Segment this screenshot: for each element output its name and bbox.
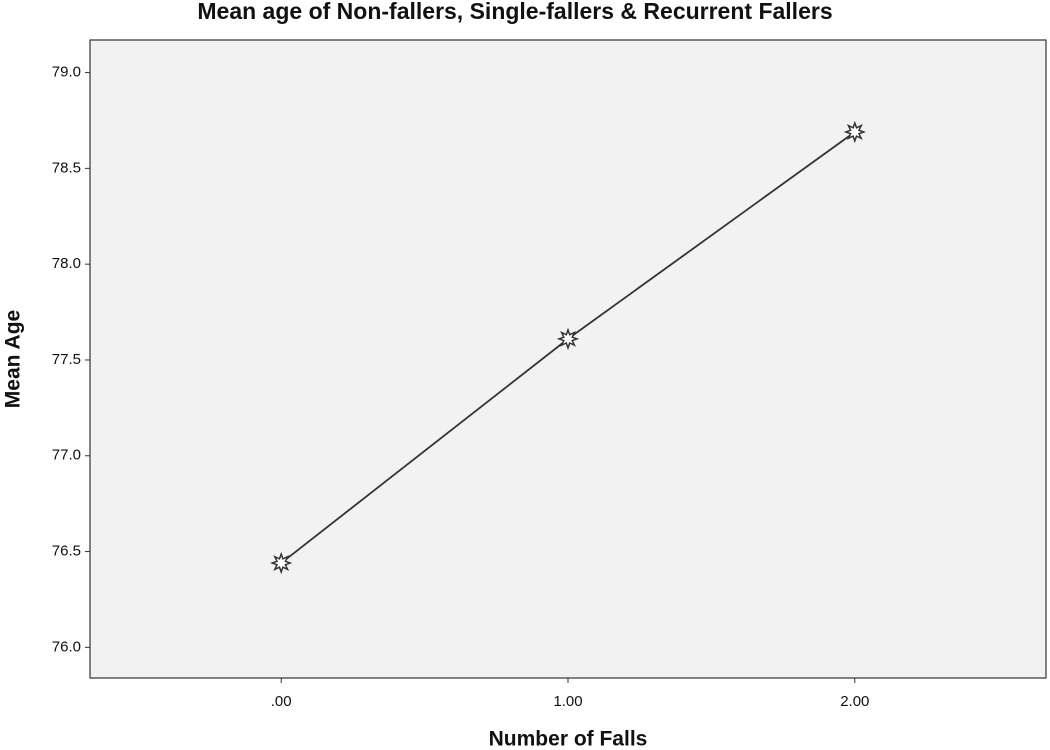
x-tick-label: 1.00 (553, 693, 582, 710)
chart-title: Mean age of Non-fallers, Single-fallers … (197, 0, 832, 24)
x-tick-label: .00 (271, 693, 292, 710)
y-tick-label: 78.0 (52, 255, 81, 272)
y-tick-label: 77.5 (52, 351, 81, 368)
y-tick-label: 77.0 (52, 447, 81, 464)
y-tick-label: 79.0 (52, 64, 81, 81)
y-axis-title: Mean Age (2, 310, 25, 408)
plot-area (89, 39, 1047, 679)
y-tick-label: 76.5 (52, 543, 81, 560)
marker (843, 120, 866, 144)
marker (556, 327, 580, 351)
y-tick-label: 76.0 (52, 638, 81, 655)
y-tick-label: 78.5 (52, 159, 81, 176)
x-axis-title: Number of Falls (489, 728, 648, 750)
x-tick-label: 2.00 (840, 693, 869, 710)
marker (270, 551, 293, 575)
